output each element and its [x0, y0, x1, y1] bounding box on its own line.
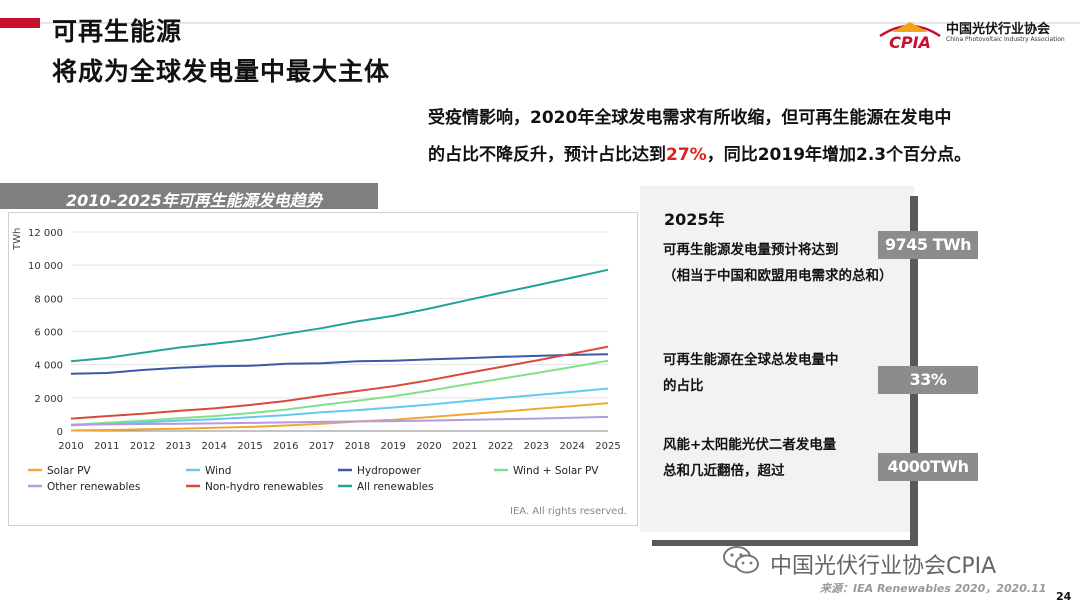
panel-text-4: 的占比: [663, 378, 704, 394]
chart-series-lines: [70, 268, 609, 432]
x-tick-label: 2017: [309, 441, 334, 452]
series-line: [70, 353, 609, 375]
x-tick-label: 2012: [130, 441, 155, 452]
legend-label: Hydropower: [357, 465, 421, 477]
wechat-icon: [723, 546, 759, 574]
summary-line1: 受疫情影响，2020年全球发电需求有所收缩，但可再生能源在发电中: [428, 108, 952, 128]
header-accent-bar: [0, 18, 40, 28]
logo-name-cn: 中国光伏行业协会: [946, 22, 1051, 37]
x-tick-label: 2023: [524, 441, 549, 452]
panel-text-1: 可再生能源发电量预计将达到: [663, 242, 839, 258]
x-tick-label: 2014: [201, 441, 226, 452]
series-line: [70, 415, 609, 426]
y-tick-label: 10 000: [28, 261, 63, 272]
y-tick-label: 4 000: [34, 361, 63, 372]
legend-label: Other renewables: [47, 481, 140, 493]
chart-source-note: IEA. All rights reserved.: [510, 506, 627, 517]
logo-sun: [892, 22, 928, 32]
series-line: [70, 387, 609, 427]
y-tick-label: 8 000: [34, 294, 63, 305]
legend-label: Solar PV: [47, 465, 91, 477]
legend-label: Wind + Solar PV: [513, 465, 599, 477]
wind-solar-value-tag: 4000TWh: [878, 453, 978, 481]
series-line: [70, 359, 609, 426]
series-line: [70, 268, 609, 363]
chart-grid: [71, 231, 608, 432]
page-title-line2: 将成为全球发电量中最大主体: [52, 57, 391, 86]
x-tick-label: 2024: [559, 441, 584, 452]
x-tick-label: 2015: [237, 441, 262, 452]
chart-y-ticks: 0 2 000 4 000 6 000 8 000 10 000 12 000: [28, 228, 63, 438]
x-tick-label: 2010: [58, 441, 83, 452]
y-tick-label: 0: [57, 427, 63, 438]
cpia-logo: CPIA: [879, 22, 941, 52]
chart-frame: [8, 212, 638, 526]
y-tick-label: 6 000: [34, 328, 63, 339]
share-value-tag: 33%: [878, 366, 978, 394]
summary-highlight: 27%: [666, 145, 707, 165]
panel-year: 2025年: [664, 210, 725, 229]
header-rule: [40, 22, 1080, 24]
highlights-panel: [640, 186, 914, 532]
summary-line2-after: ，同比2019年增加2.3个百分点。: [706, 145, 972, 165]
panel-divider-horizontal: [652, 540, 918, 546]
summary-line2: 的占比不降反升，预计占比达到27%，同比2019年增加2.3个百分点。: [428, 140, 1068, 165]
series-line: [70, 402, 609, 432]
logo-name-en: China Photovoltaic Industry Association: [946, 36, 1065, 43]
chart-y-axis-label: TWh: [12, 228, 23, 251]
x-tick-label: 2016: [273, 441, 298, 452]
x-tick-label: 2013: [166, 441, 191, 452]
page-number: 24: [1056, 590, 1072, 603]
panel-text-5: 风能+太阳能光伏二者发电量: [663, 437, 837, 453]
y-tick-label: 12 000: [28, 228, 63, 239]
series-line: [70, 345, 609, 420]
x-tick-label: 2025: [595, 441, 620, 452]
x-tick-label: 2021: [452, 441, 477, 452]
generation-value-tag: 9745 TWh: [878, 231, 978, 259]
chart-x-ticks: 2010 2011 2012 2013 2014 2015 2016 2017 2018 2019…: [58, 441, 620, 452]
page-title-line1: 可再生能源: [52, 17, 183, 46]
panel-text-3: 可再生能源在全球总发电量中: [663, 352, 839, 368]
chart-banner: [0, 183, 378, 209]
legend-label: Non-hydro renewables: [205, 481, 323, 493]
wechat-account-name: 中国光伏行业协会CPIA: [770, 554, 997, 579]
summary-line2-before: 的占比不降反升，预计占比达到: [428, 145, 666, 165]
panel-text-2: （相当于中国和欧盟用电需求的总和）: [663, 268, 893, 284]
chart-banner-title: 2010-2025年可再生能源发电趋势: [66, 191, 322, 210]
x-tick-label: 2019: [380, 441, 405, 452]
legend-label: Wind: [205, 465, 231, 477]
logo-mark: CPIA: [889, 33, 931, 52]
x-tick-label: 2018: [345, 441, 370, 452]
y-tick-label: 2 000: [34, 394, 63, 405]
x-tick-label: 2011: [94, 441, 119, 452]
footer-source: 来源：IEA Renewables 2020，2020.11: [820, 582, 1047, 595]
panel-text-6: 总和几近翻倍，超过: [663, 463, 785, 479]
chart-legend: Solar PV Wind Hydropower Wind + Solar PV Oth…: [28, 465, 599, 493]
x-tick-label: 2022: [488, 441, 513, 452]
x-tick-label: 2020: [416, 441, 441, 452]
legend-label: All renewables: [357, 481, 434, 493]
